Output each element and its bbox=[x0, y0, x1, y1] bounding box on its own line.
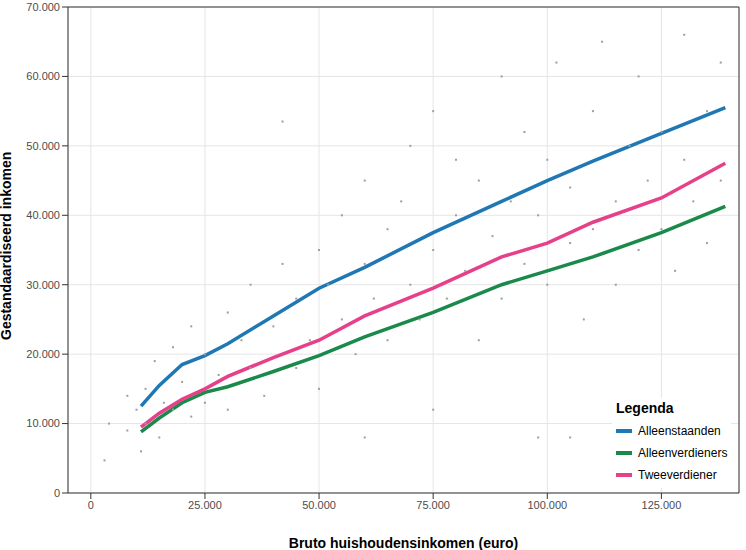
svg-text:Gestandaardiseerd inkomen: Gestandaardiseerd inkomen bbox=[8, 152, 14, 340]
svg-text:Bruto huishoudensinkomen (euro: Bruto huishoudensinkomen (euro) bbox=[289, 535, 518, 550]
svg-text:50.000: 50.000 bbox=[302, 499, 336, 511]
svg-text:125.000: 125.000 bbox=[642, 499, 682, 511]
html-text:Tweeverdiener: Tweeverdiener bbox=[638, 468, 717, 482]
svg-text:50.000: 50.000 bbox=[26, 140, 60, 152]
svg-text:25.000: 25.000 bbox=[188, 499, 222, 511]
svg-text:75.000: 75.000 bbox=[416, 499, 450, 511]
svg-text:40.000: 40.000 bbox=[26, 209, 60, 221]
svg-text:100.000: 100.000 bbox=[527, 499, 567, 511]
svg-text:10.000: 10.000 bbox=[26, 417, 60, 429]
html-text:Legenda: Legenda bbox=[616, 400, 674, 416]
svg-text:30.000: 30.000 bbox=[26, 279, 60, 291]
svg-text:20.000: 20.000 bbox=[26, 348, 60, 360]
svg-text:0: 0 bbox=[88, 499, 94, 511]
html-text:Alleenverdieners: Alleenverdieners bbox=[638, 446, 728, 460]
svg-text:0: 0 bbox=[54, 487, 60, 499]
svg-text:60.000: 60.000 bbox=[26, 70, 60, 82]
svg-text:70.000: 70.000 bbox=[26, 1, 60, 13]
html-text:Alleenstaanden: Alleenstaanden bbox=[638, 424, 721, 438]
